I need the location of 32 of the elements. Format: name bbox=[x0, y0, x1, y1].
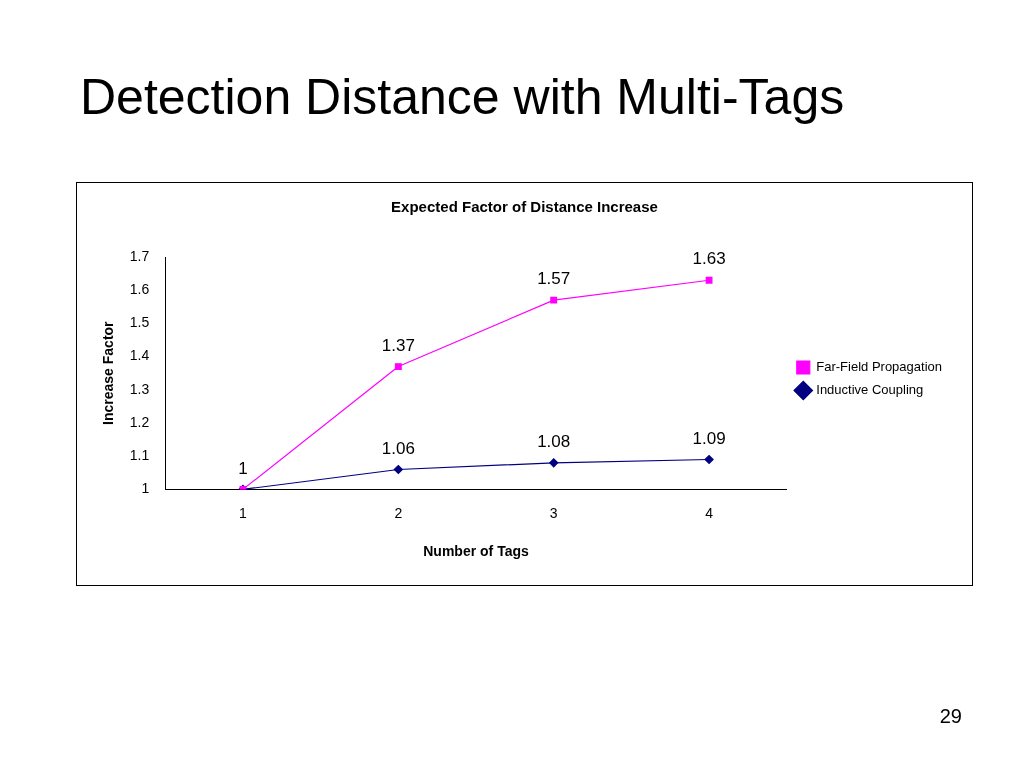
data-label: 1.09 bbox=[692, 428, 726, 448]
point bbox=[550, 296, 558, 304]
data-label: 1 bbox=[238, 458, 248, 478]
y-tick-label: 1.3 bbox=[129, 380, 150, 397]
x-tick-label: 2 bbox=[394, 504, 403, 521]
text: 29 bbox=[939, 705, 962, 728]
point bbox=[393, 464, 403, 475]
data-label: 1.06 bbox=[381, 438, 415, 458]
y-tick-label: 1.1 bbox=[129, 447, 150, 464]
y-axis-title: Increase Factor bbox=[100, 320, 117, 425]
chart-title: Detection Distance with Multi-Tags bbox=[80, 68, 845, 126]
point bbox=[705, 276, 713, 284]
y-tick-label: 1.7 bbox=[129, 247, 150, 264]
legend-label: Inductive Coupling bbox=[816, 382, 924, 398]
x-axis-title: Number of Tags bbox=[423, 543, 529, 560]
y-tick-label: 1.6 bbox=[129, 281, 150, 298]
y-tick-label: 1 bbox=[141, 480, 150, 497]
point bbox=[394, 363, 402, 370]
data-label: 1.37 bbox=[381, 335, 415, 355]
chart-subtitle: Expected Factor of Distance Increase bbox=[391, 198, 658, 216]
point bbox=[549, 458, 559, 468]
data-label: 1.63 bbox=[692, 249, 726, 269]
y-tick-label: 1.2 bbox=[129, 413, 150, 430]
x-tick-label: 4 bbox=[705, 504, 714, 521]
x-tick-label: 3 bbox=[549, 504, 558, 521]
y-tick-label: 1.5 bbox=[129, 314, 150, 331]
x-tick-label: 1 bbox=[239, 504, 248, 521]
point bbox=[704, 454, 714, 465]
y-tick-label: 1.4 bbox=[129, 347, 150, 364]
data-label: 1.08 bbox=[537, 432, 571, 452]
data-label: 1.57 bbox=[537, 269, 571, 289]
legend-label: Far-Field Propagation bbox=[816, 359, 943, 375]
